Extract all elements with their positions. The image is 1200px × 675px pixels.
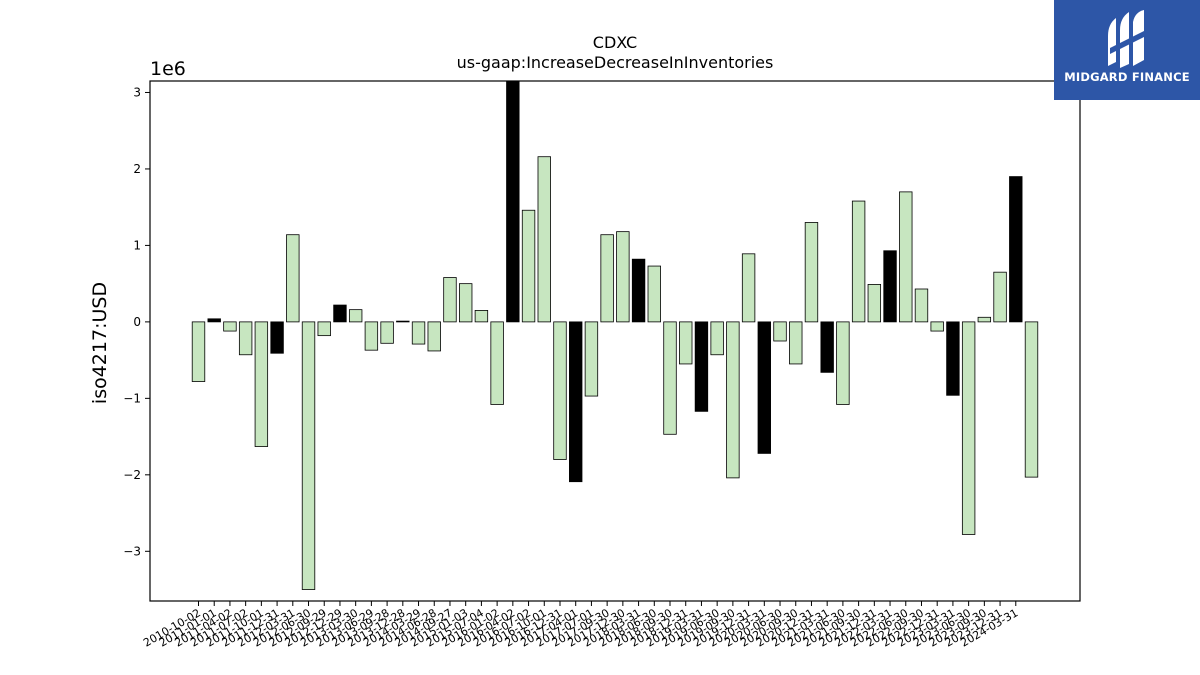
bar xyxy=(914,288,929,323)
y-tick-label: −3 xyxy=(123,544,141,558)
bar xyxy=(836,321,850,405)
bars-group xyxy=(191,80,1039,590)
bar xyxy=(537,156,551,323)
bar xyxy=(647,265,661,323)
bar xyxy=(443,277,457,323)
bar xyxy=(364,321,379,351)
bar xyxy=(820,321,834,373)
y-axis-ticks: −3 −2 −1 0 1 2 3 xyxy=(123,85,150,558)
bar xyxy=(977,316,992,323)
bar xyxy=(317,321,331,337)
bar xyxy=(286,234,300,323)
midgard-finance-logo: MIDGARD FINANCE xyxy=(1054,0,1200,100)
y-tick-label: 3 xyxy=(133,85,141,99)
bar xyxy=(741,253,756,323)
bar xyxy=(789,321,803,365)
bar xyxy=(333,304,347,323)
bar xyxy=(490,321,504,405)
bar xyxy=(600,234,614,323)
bar xyxy=(993,271,1007,323)
bar xyxy=(207,318,221,323)
bar xyxy=(804,222,819,323)
bar xyxy=(474,310,489,323)
y-tick-label: 2 xyxy=(133,162,141,176)
bar xyxy=(616,231,630,323)
midgard-m-logo-icon xyxy=(1108,10,1146,68)
y-scale-label: 1e6 xyxy=(150,58,186,80)
bar xyxy=(506,80,520,323)
bar xyxy=(851,200,866,323)
bar xyxy=(553,321,567,460)
bar xyxy=(930,321,944,332)
y-tick-label: 0 xyxy=(133,315,141,329)
bar xyxy=(270,321,284,354)
bar xyxy=(679,321,693,365)
bar xyxy=(663,321,677,435)
y-tick-label: 1 xyxy=(133,238,141,252)
bar xyxy=(254,321,269,447)
bar xyxy=(961,321,976,535)
x-axis-ticks: 2010-10-022011-01-012011-04-022011-07-02… xyxy=(141,601,1020,650)
bar xyxy=(348,309,363,323)
bar xyxy=(223,321,237,332)
bar xyxy=(1009,176,1023,323)
plot-frame xyxy=(149,80,1081,602)
bar xyxy=(694,321,709,412)
bar xyxy=(238,321,253,356)
bar xyxy=(380,321,394,344)
bar xyxy=(569,321,583,483)
bar xyxy=(867,284,882,323)
bar xyxy=(883,250,897,323)
y-tick-label: −2 xyxy=(123,468,141,482)
bar xyxy=(521,209,536,323)
bar xyxy=(726,321,740,479)
chart-title: CDXC xyxy=(593,33,637,52)
bar xyxy=(301,321,316,590)
bar xyxy=(757,321,771,454)
bar xyxy=(899,191,913,323)
y-axis-label: iso4217:USD xyxy=(89,282,111,404)
bar xyxy=(458,283,473,323)
bar xyxy=(631,258,646,323)
logo-text: MIDGARD FINANCE xyxy=(1064,70,1190,84)
bar xyxy=(584,321,599,397)
bar xyxy=(396,320,410,323)
bar xyxy=(411,321,426,345)
bar xyxy=(773,321,787,342)
bar xyxy=(1024,321,1039,478)
bar xyxy=(191,321,206,382)
bar xyxy=(710,321,724,356)
bar xyxy=(946,321,960,396)
chart-subtitle: us-gaap:IncreaseDecreaseInInventories xyxy=(457,53,774,72)
bar xyxy=(427,321,441,352)
y-tick-label: −1 xyxy=(123,391,141,405)
